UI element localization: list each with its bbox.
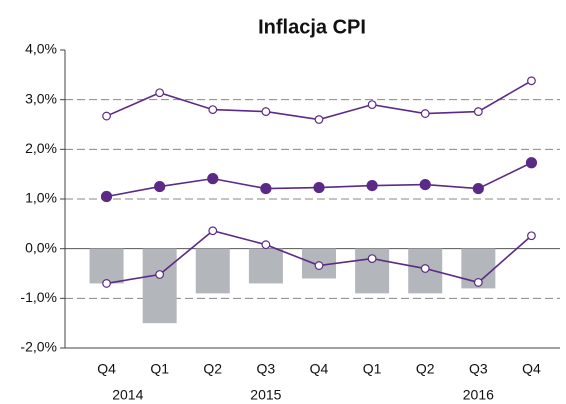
point (207, 173, 219, 185)
x-tick-label: Q1 (363, 361, 382, 377)
chart-title: Inflacja CPI (258, 16, 366, 38)
x-tick-label: Q3 (257, 361, 276, 377)
point (420, 109, 430, 118)
y-tick-label: 2,0% (25, 140, 57, 156)
point (313, 181, 325, 194)
year-label: 2016 (463, 387, 494, 403)
point (366, 179, 378, 192)
y-tick-label: 1,0% (25, 190, 57, 206)
year-label: 2015 (250, 387, 281, 403)
x-tick-label: Q4 (310, 361, 329, 377)
y-tick-label: 0,0% (25, 239, 57, 255)
year-label: 2014 (112, 387, 143, 403)
point (314, 261, 324, 270)
point (314, 115, 324, 124)
point (208, 105, 218, 114)
point (155, 270, 165, 279)
bar (142, 248, 177, 324)
x-tick-label: Q4 (97, 361, 116, 377)
point (473, 278, 483, 287)
x-tick-label: Q2 (416, 361, 435, 377)
y-tick-label: 3,0% (25, 90, 57, 106)
bar (248, 248, 283, 284)
bar (195, 248, 230, 294)
point (154, 180, 166, 193)
x-tick-label: Q1 (150, 361, 169, 377)
point (100, 190, 113, 203)
point (527, 231, 536, 241)
point (419, 178, 431, 191)
point (208, 226, 218, 236)
point (261, 107, 271, 116)
point (367, 100, 377, 110)
point (261, 240, 271, 250)
point (102, 111, 111, 121)
point (367, 254, 377, 264)
point (473, 107, 483, 116)
point (102, 279, 111, 288)
x-tick-label: Q2 (203, 361, 222, 377)
point (472, 182, 484, 195)
bar (89, 248, 124, 284)
y-tick-label: 4,0% (25, 41, 57, 57)
x-tick-label: Q3 (469, 361, 488, 377)
point (525, 157, 538, 169)
y-tick-label: -1,0% (20, 289, 57, 305)
point (420, 264, 430, 273)
x-tick-label: Q4 (522, 361, 541, 377)
point (155, 88, 165, 98)
y-tick-label: -2,0% (20, 339, 57, 355)
point (260, 182, 272, 195)
point (527, 76, 536, 86)
